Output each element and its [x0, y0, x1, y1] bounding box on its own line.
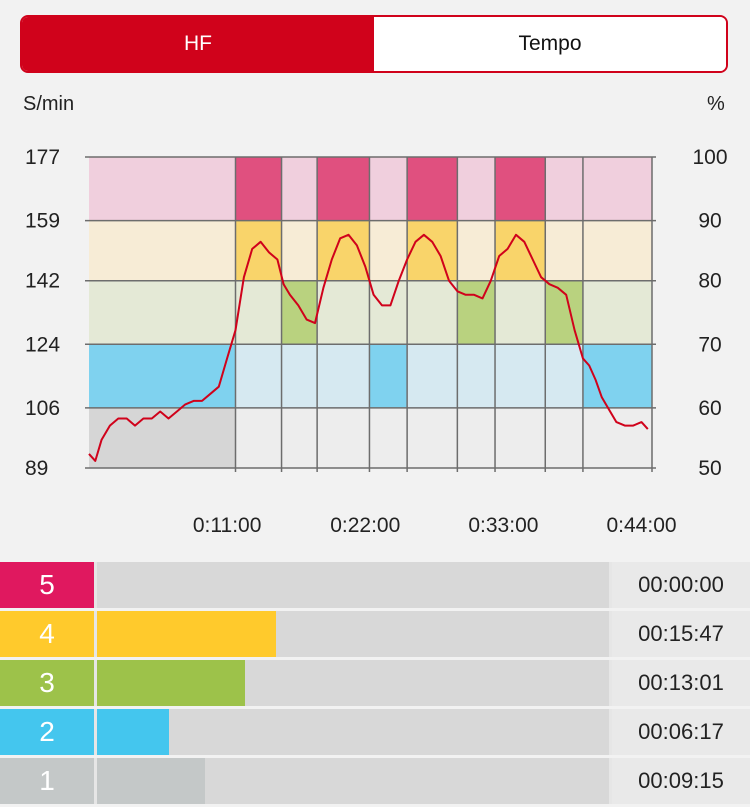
zone-cell	[582, 220, 652, 281]
zone-cell	[281, 220, 318, 281]
zone-cell	[495, 344, 546, 408]
zone-row-3: 3 00:13:01	[0, 660, 750, 706]
zone-number: 1	[0, 758, 94, 804]
zone-cell	[317, 407, 370, 468]
zone-cell	[457, 407, 496, 468]
zone-cell	[369, 344, 408, 408]
y-left-tick-label: 142	[25, 270, 60, 293]
y-right-tick-label: 60	[698, 397, 721, 420]
zone-time: 00:09:15	[612, 758, 750, 804]
zone-cell	[317, 157, 370, 221]
heart-rate-chart: 177 159 142 124 106 89 100 90 80 70 60 50 0:11:00 0:2…	[25, 146, 728, 537]
zone-track	[97, 562, 609, 608]
y-left-tick-label: 177	[25, 146, 60, 169]
zone-cell	[89, 407, 236, 468]
zone-cell	[545, 157, 583, 221]
zone-bar	[97, 709, 169, 755]
zone-cell	[545, 344, 583, 408]
y-right-tick-label: 70	[698, 333, 721, 356]
x-tick-label: 0:44:00	[606, 514, 676, 537]
y-left-tick-label: 159	[25, 210, 60, 233]
y-right-tick-label: 100	[692, 146, 727, 169]
zone-row-1: 1 00:09:15	[0, 758, 750, 804]
zone-time: 00:15:47	[612, 611, 750, 657]
y-left-tick-label: 124	[25, 333, 60, 356]
zone-cell	[457, 280, 496, 345]
zone-cell	[407, 220, 458, 281]
zone-track	[97, 611, 609, 657]
zone-cell	[457, 344, 496, 408]
zone-cell	[495, 407, 546, 468]
zone-cell	[281, 344, 318, 408]
zone-bar	[97, 758, 205, 804]
zone-cell	[89, 157, 236, 221]
zone-cell	[235, 157, 282, 221]
zone-cell	[369, 407, 408, 468]
zone-cell	[235, 407, 282, 468]
zone-cell	[545, 220, 583, 281]
zone-cell	[457, 220, 496, 281]
zone-track	[97, 660, 609, 706]
zone-time: 00:00:00	[612, 562, 750, 608]
zone-number: 3	[0, 660, 94, 706]
zone-cell	[407, 157, 458, 221]
zone-cell	[281, 157, 318, 221]
zone-cell	[235, 220, 282, 281]
zone-cell	[317, 220, 370, 281]
zone-number: 2	[0, 709, 94, 755]
zone-cell	[89, 344, 236, 408]
x-tick-label: 0:33:00	[468, 514, 538, 537]
zone-cell	[545, 280, 583, 345]
zone-cell	[317, 280, 370, 345]
zone-cell	[369, 157, 408, 221]
zone-cell	[545, 407, 583, 468]
zone-cell	[457, 157, 496, 221]
zone-cell	[317, 344, 370, 408]
zone-cell	[281, 407, 318, 468]
zone-row-4: 4 00:15:47	[0, 611, 750, 657]
zone-row-5: 5 00:00:00	[0, 562, 750, 608]
zone-cell	[495, 157, 546, 221]
zone-cell	[407, 280, 458, 345]
zone-cell	[369, 220, 408, 281]
zone-track	[97, 758, 609, 804]
zone-cell	[495, 280, 546, 345]
tab-bar: HF Tempo	[20, 15, 728, 73]
y-left-tick-label: 106	[25, 397, 60, 420]
zone-number: 5	[0, 562, 94, 608]
zone-bar	[97, 660, 246, 706]
zone-cell	[407, 407, 458, 468]
tab-hf[interactable]: HF	[22, 17, 374, 71]
zone-cell	[582, 407, 652, 468]
y-left-axis-label: S/min	[23, 93, 75, 115]
y-right-tick-label: 90	[698, 210, 721, 233]
zone-cell	[89, 280, 236, 345]
zone-number: 4	[0, 611, 94, 657]
zone-cell	[235, 280, 282, 345]
zone-row-2: 2 00:06:17	[0, 709, 750, 755]
zone-cell	[369, 280, 408, 345]
x-tick-label: 0:22:00	[330, 514, 400, 537]
y-left-tick-label: 89	[25, 457, 48, 480]
heart-rate-line	[88, 233, 649, 462]
y-right-tick-label: 50	[698, 457, 721, 480]
zone-cell	[582, 280, 652, 345]
zone-cell	[495, 220, 546, 281]
zone-cell	[407, 344, 458, 408]
zone-bar	[97, 611, 277, 657]
tab-tempo[interactable]: Tempo	[374, 17, 726, 71]
zone-cell	[235, 344, 282, 408]
x-tick-label: 0:11:00	[193, 514, 262, 537]
zone-time: 00:06:17	[612, 709, 750, 755]
zone-time: 00:13:01	[612, 660, 750, 706]
y-right-tick-label: 80	[698, 270, 721, 293]
zone-summary: 5 00:00:00 4 00:15:47 3 00:13:01 2 00:06…	[0, 562, 750, 807]
zone-track	[97, 709, 609, 755]
y-right-axis-label: %	[707, 93, 725, 115]
zone-cell	[89, 220, 236, 281]
zone-cell	[582, 157, 652, 221]
